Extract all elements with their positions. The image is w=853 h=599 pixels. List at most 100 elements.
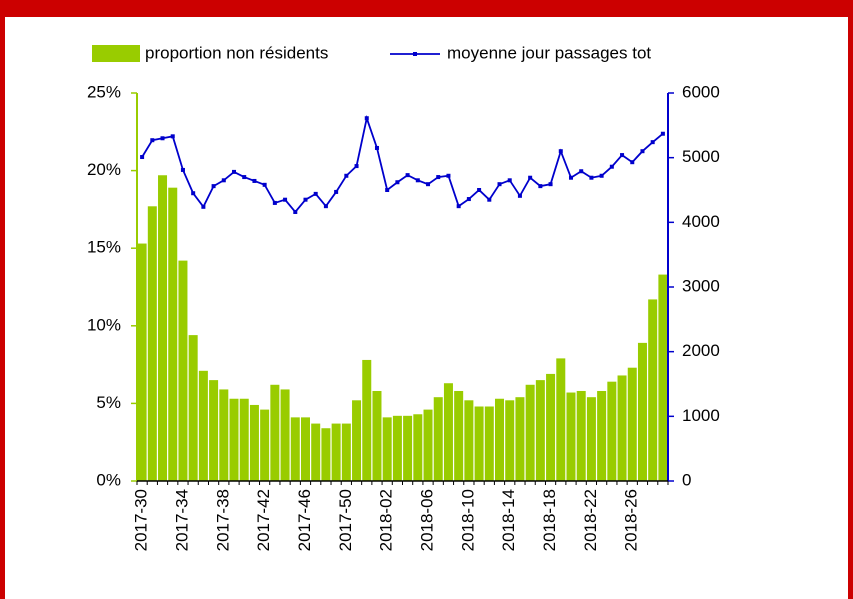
marker [538, 184, 543, 189]
x-tick-label: 2018-14 [499, 489, 518, 551]
marker [385, 188, 390, 192]
bar [331, 423, 341, 481]
y2-tick-label: 1000 [682, 406, 720, 425]
marker [507, 178, 512, 183]
marker [323, 204, 328, 209]
bar [607, 381, 617, 481]
bar [198, 370, 208, 481]
bar [433, 397, 443, 481]
marker [242, 175, 247, 180]
bar [362, 359, 372, 481]
bar [270, 384, 280, 481]
marker [466, 197, 471, 202]
marker [150, 138, 155, 143]
marker [640, 149, 645, 154]
bar [535, 380, 545, 481]
marker [170, 134, 175, 139]
bar [658, 274, 668, 481]
marker [579, 169, 584, 174]
x-tick-label: 2017-34 [172, 489, 191, 551]
y-tick-label: 10% [87, 315, 121, 334]
bar [546, 373, 556, 481]
bar [515, 397, 525, 481]
bar [300, 417, 310, 481]
bar [556, 358, 566, 481]
bar [260, 409, 270, 481]
marker [660, 131, 665, 136]
marker [620, 153, 625, 158]
marker [477, 188, 482, 192]
x-tick-label: 2017-46 [295, 489, 314, 551]
x-tick-label: 2017-38 [213, 489, 232, 551]
y-tick-label: 25% [87, 82, 121, 101]
marker [395, 180, 400, 185]
x-tick-label: 2017-30 [132, 489, 151, 551]
bar [352, 400, 362, 481]
marker [548, 182, 553, 187]
bar [137, 243, 147, 481]
marker [426, 182, 431, 187]
y-tick-label: 0% [96, 470, 121, 489]
marker [313, 191, 318, 196]
bar [495, 398, 505, 481]
bar [147, 206, 157, 481]
marker [497, 182, 502, 187]
x-tick-label: 2017-50 [336, 489, 355, 551]
bar [474, 406, 484, 481]
bar [209, 380, 219, 481]
bar [392, 415, 402, 481]
y-tick-label: 5% [96, 393, 121, 412]
marker [344, 173, 349, 178]
y-tick-label: 20% [87, 160, 121, 179]
marker [191, 191, 196, 196]
frame-left [0, 0, 5, 599]
bar [168, 187, 178, 481]
y2-tick-label: 3000 [682, 276, 720, 295]
marker [364, 116, 369, 121]
marker [589, 175, 594, 180]
bar [637, 342, 647, 481]
bar [576, 390, 586, 481]
legend-label: moyenne jour passages tot [447, 43, 651, 62]
legend-label: proportion non résidents [145, 43, 328, 62]
header-band [0, 0, 853, 17]
marker [650, 140, 655, 145]
marker [201, 204, 206, 209]
x-tick-label: 2017-42 [254, 489, 273, 551]
bar [443, 383, 453, 481]
bar [311, 423, 321, 481]
marker [599, 173, 604, 178]
marker [334, 189, 339, 194]
marker [630, 160, 635, 165]
bar [372, 390, 382, 481]
marker [436, 175, 441, 180]
y2-tick-label: 4000 [682, 212, 720, 231]
marker [160, 136, 165, 141]
bar [484, 406, 494, 481]
bar [290, 417, 300, 481]
bar [229, 398, 239, 481]
y2-tick-label: 0 [682, 470, 691, 489]
x-tick-label: 2018-26 [622, 489, 641, 551]
bar [321, 428, 331, 481]
line [141, 114, 664, 214]
marker [487, 197, 492, 202]
marker [303, 197, 308, 202]
marker [140, 155, 145, 160]
x-tick-label: 2018-18 [540, 489, 559, 551]
marker [354, 164, 359, 169]
marker [446, 173, 451, 178]
bar [423, 409, 433, 481]
marker [528, 175, 533, 180]
bar [382, 417, 392, 481]
legend-swatch [92, 45, 140, 62]
frame-right [848, 0, 853, 599]
marker [272, 200, 277, 205]
bar [566, 392, 576, 481]
bar [648, 299, 658, 481]
bar [413, 414, 423, 481]
marker [221, 178, 226, 183]
marker [558, 149, 563, 154]
